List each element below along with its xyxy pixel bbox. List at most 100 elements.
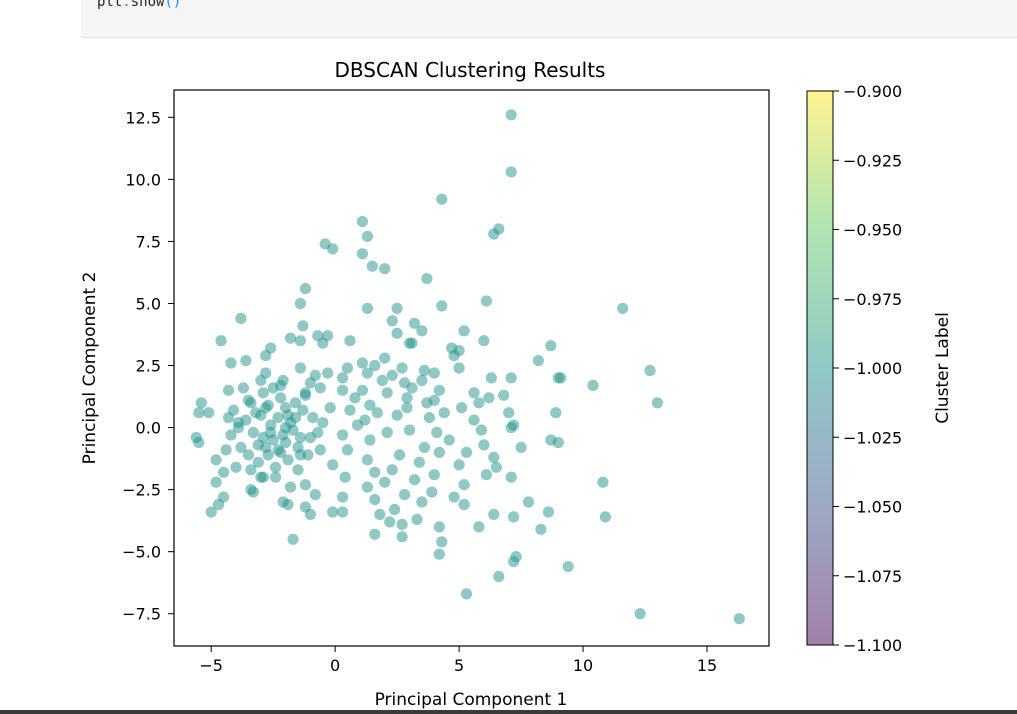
x-tick-label: −5 <box>199 656 223 675</box>
data-point <box>215 335 227 347</box>
data-point <box>396 531 408 543</box>
data-point <box>426 486 438 498</box>
data-point <box>235 441 247 453</box>
colorbar-tick-label: −1.050 <box>843 498 902 517</box>
data-point <box>418 441 430 453</box>
data-point <box>505 372 517 384</box>
data-point <box>225 357 237 369</box>
data-point <box>522 496 535 508</box>
data-point <box>599 511 612 523</box>
data-point <box>399 489 411 501</box>
data-point <box>490 461 502 473</box>
data-point <box>240 355 252 367</box>
data-point <box>428 367 440 379</box>
data-point <box>542 506 555 518</box>
data-point <box>384 516 396 528</box>
y-tick-label: 0.0 <box>136 419 161 438</box>
data-point <box>257 387 269 399</box>
data-point <box>260 441 272 453</box>
data-point <box>205 506 217 518</box>
data-point <box>361 481 373 493</box>
data-point <box>416 496 428 508</box>
data-point <box>480 295 492 307</box>
code-line: plt.show() <box>97 0 181 10</box>
data-point <box>240 414 252 426</box>
data-point <box>193 407 205 419</box>
data-point <box>413 456 425 468</box>
data-point <box>453 459 465 471</box>
data-point <box>230 461 242 473</box>
data-point <box>460 588 473 600</box>
data-point <box>369 494 381 506</box>
data-point <box>386 315 398 327</box>
data-point <box>356 357 368 369</box>
data-point <box>473 521 485 533</box>
data-point <box>284 332 297 344</box>
data-point <box>545 340 557 352</box>
data-point <box>324 402 336 414</box>
code-parens: () <box>164 0 182 10</box>
data-point <box>401 392 413 404</box>
data-point <box>478 439 490 451</box>
data-point <box>299 389 311 401</box>
data-point <box>411 513 423 525</box>
data-point <box>297 404 309 416</box>
data-point <box>456 402 468 414</box>
data-point <box>292 441 304 453</box>
scatter-chart: DBSCAN Clustering Results −5 0 5 10 15 −7.5−… <box>80 58 953 710</box>
data-point <box>535 523 547 535</box>
data-point <box>299 283 311 295</box>
data-point <box>391 409 403 421</box>
colorbar-tick-label: −1.025 <box>843 428 902 447</box>
data-point <box>403 337 416 349</box>
data-point <box>245 464 257 476</box>
y-tick-label: 2.5 <box>136 357 161 376</box>
data-point <box>337 372 349 384</box>
colorbar-tick-label: −0.950 <box>843 221 902 240</box>
data-point <box>403 424 416 436</box>
data-point <box>210 454 222 466</box>
data-point <box>507 556 520 568</box>
code-cell[interactable]: plt.show() <box>81 0 1017 38</box>
data-point <box>448 350 460 362</box>
data-point <box>284 481 297 493</box>
data-point <box>379 476 391 488</box>
data-point <box>245 397 257 409</box>
data-point <box>195 397 207 409</box>
data-point <box>532 355 545 367</box>
data-point <box>448 491 460 503</box>
data-point <box>386 369 398 381</box>
y-tick-label: −7.5 <box>122 605 161 624</box>
data-point <box>480 469 492 481</box>
data-point <box>488 451 500 463</box>
data-point <box>468 387 480 399</box>
data-point <box>389 503 401 516</box>
data-point <box>473 397 485 409</box>
data-point <box>428 469 440 481</box>
data-point <box>337 506 349 518</box>
data-point <box>433 446 445 458</box>
data-point <box>436 300 448 312</box>
data-point <box>433 521 445 533</box>
x-tick-label: 15 <box>697 656 717 675</box>
data-point <box>218 466 230 478</box>
y-axis-ticks: −7.5 −5.0 −2.5 0.0 2.5 5.0 7.5 10.0 12.5 <box>122 108 174 624</box>
data-point <box>337 491 349 503</box>
x-axis-label: Principal Component 1 <box>375 690 568 710</box>
data-point <box>505 471 517 483</box>
y-tick-label: −5.0 <box>122 543 161 562</box>
data-point <box>505 166 517 178</box>
data-point <box>460 446 473 458</box>
data-point <box>237 382 249 394</box>
data-point <box>408 474 421 486</box>
data-point <box>634 608 646 620</box>
data-point <box>617 302 629 314</box>
y-tick-label: −2.5 <box>122 481 161 500</box>
data-point <box>366 260 378 272</box>
data-point <box>213 498 225 511</box>
data-point <box>431 426 443 439</box>
chart-title: DBSCAN Clustering Results <box>335 58 606 82</box>
colorbar-tick-label: −0.975 <box>843 290 902 309</box>
data-point <box>337 384 349 396</box>
y-tick-label: 5.0 <box>136 294 161 313</box>
